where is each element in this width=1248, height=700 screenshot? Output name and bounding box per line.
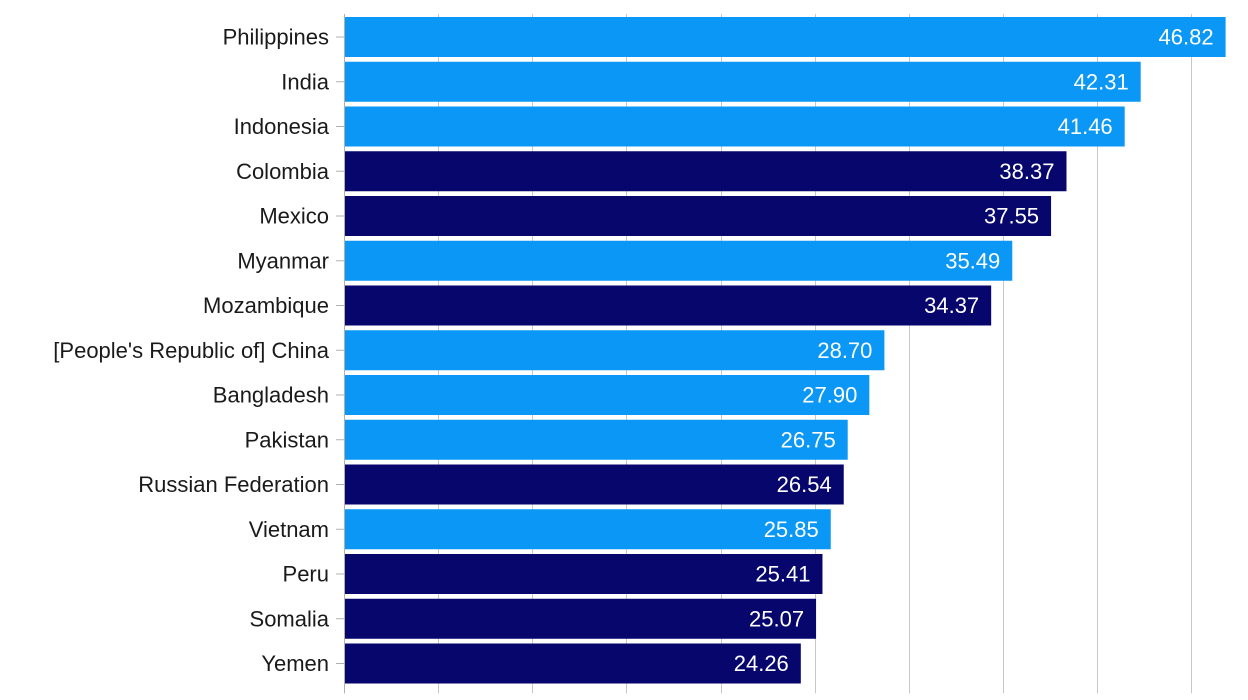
category-label: Vietnam [249, 517, 329, 542]
value-label: 26.75 [781, 427, 836, 452]
value-label: 25.41 [755, 562, 810, 587]
category-label: Myanmar [237, 248, 329, 273]
value-label: 42.31 [1074, 69, 1129, 94]
value-label: 38.37 [999, 159, 1054, 184]
category-label: Yemen [261, 651, 329, 676]
value-label: 35.49 [945, 248, 1000, 273]
category-label: Bangladesh [213, 383, 329, 408]
bar-5 [345, 196, 1052, 236]
value-label: 46.82 [1159, 25, 1214, 50]
bar-12 [345, 509, 831, 550]
value-label: 26.54 [777, 472, 832, 497]
value-label: 24.26 [734, 651, 789, 676]
bar-4 [345, 151, 1067, 192]
value-label: 25.85 [764, 517, 819, 542]
category-label: Mozambique [203, 293, 329, 318]
bar-6 [345, 240, 1013, 281]
labels: Philippines 46.82 India 42.31 Indonesia 41.46… [53, 25, 1213, 677]
bar-14 [345, 598, 817, 639]
value-label: 37.55 [984, 204, 1039, 229]
bar-9 [345, 375, 870, 415]
category-label: [People's Republic of] China [53, 338, 329, 363]
category-label: Somalia [250, 606, 330, 631]
value-label: 34.37 [924, 293, 979, 318]
value-label: 25.07 [749, 606, 804, 631]
value-label: 27.90 [802, 383, 857, 408]
category-label: Pakistan [245, 427, 329, 452]
category-label: Philippines [223, 25, 329, 50]
bar-15 [345, 643, 801, 684]
bar-3 [345, 106, 1125, 147]
category-label: Peru [283, 562, 329, 587]
bars [345, 17, 1226, 684]
category-axis [336, 14, 345, 694]
bar-2 [345, 61, 1141, 102]
bar-8 [345, 330, 885, 371]
value-label: 41.46 [1058, 114, 1113, 139]
category-label: India [281, 69, 329, 94]
bar-10 [345, 419, 848, 460]
bar-13 [345, 554, 823, 594]
bar-7 [345, 285, 992, 326]
category-label: Russian Federation [138, 472, 329, 497]
category-label: Indonesia [234, 114, 330, 139]
bar-11 [345, 464, 844, 505]
value-label: 28.70 [817, 338, 872, 363]
category-label: Mexico [259, 204, 329, 229]
category-label: Colombia [236, 159, 330, 184]
bar-1 [345, 17, 1226, 57]
